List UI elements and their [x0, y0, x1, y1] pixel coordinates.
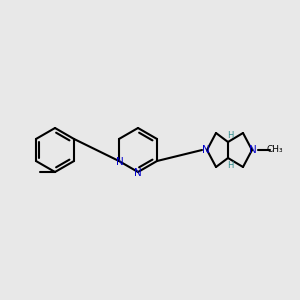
Text: CH₃: CH₃	[267, 146, 283, 154]
Text: N: N	[116, 157, 124, 167]
Text: H: H	[227, 130, 233, 140]
Text: N: N	[202, 145, 210, 155]
Text: N: N	[134, 168, 142, 178]
Text: H: H	[227, 160, 233, 169]
Text: N: N	[249, 145, 257, 155]
